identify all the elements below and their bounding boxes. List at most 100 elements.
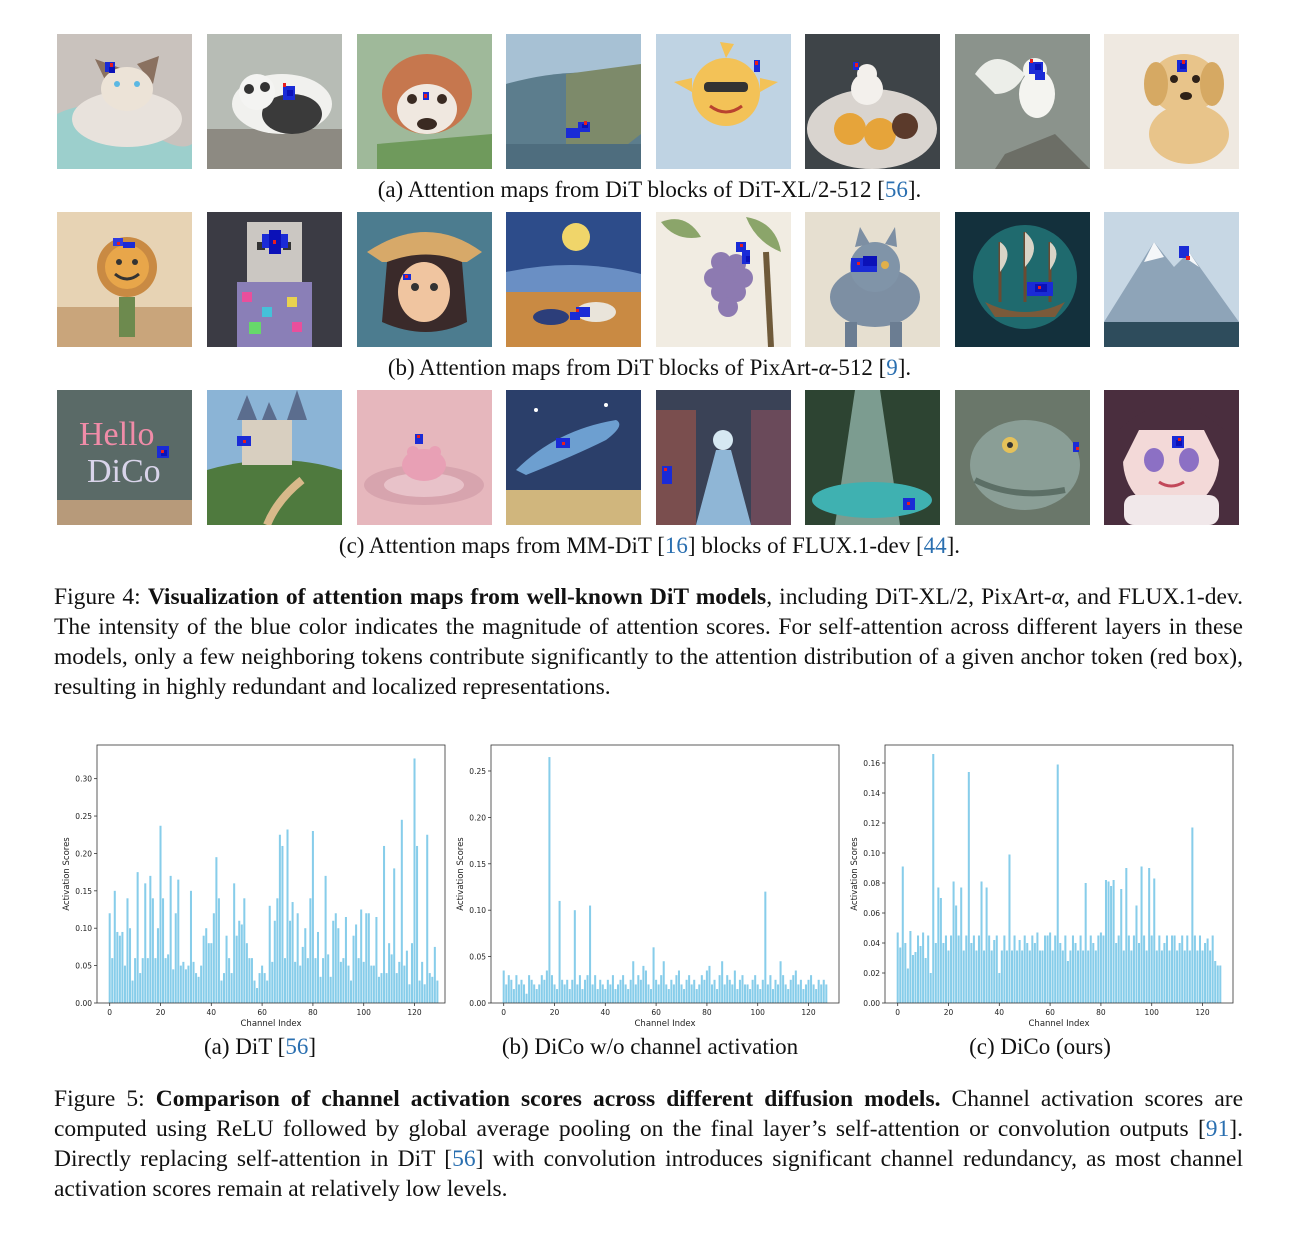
bar xyxy=(352,935,355,1003)
citation-link[interactable]: 56 xyxy=(452,1146,476,1172)
bar xyxy=(583,979,587,1003)
x-tick-label: 40 xyxy=(207,1008,217,1017)
bar xyxy=(344,917,347,1003)
bar xyxy=(1145,950,1148,1003)
citation-link[interactable]: 56 xyxy=(285,1034,309,1059)
bar xyxy=(1079,935,1082,1003)
neon-sign-text: Hello xyxy=(79,416,155,453)
bar xyxy=(383,845,386,1003)
bar xyxy=(1168,950,1171,1003)
bar xyxy=(395,973,398,1003)
bar xyxy=(365,913,368,1003)
bar xyxy=(901,866,904,1003)
attention-map-image xyxy=(207,212,342,347)
bar xyxy=(342,958,345,1003)
bar xyxy=(423,984,426,1003)
bar xyxy=(1077,950,1080,1003)
bar xyxy=(1033,943,1036,1003)
bar xyxy=(215,857,218,1003)
y-tick-label: 0.10 xyxy=(75,924,92,933)
citation-link[interactable]: 56 xyxy=(884,177,908,202)
bar xyxy=(1137,943,1141,1003)
bar xyxy=(609,984,612,1003)
x-tick-label: 120 xyxy=(1195,1008,1210,1017)
bar xyxy=(248,958,251,1003)
bar xyxy=(390,954,393,1003)
bar xyxy=(789,979,792,1003)
citation-link[interactable]: 16 xyxy=(664,533,688,558)
bar xyxy=(187,965,190,1003)
bar xyxy=(261,965,264,1003)
bar xyxy=(299,965,302,1003)
siamese-cat-image xyxy=(57,34,192,169)
bar xyxy=(1150,935,1153,1003)
bar xyxy=(960,887,963,1003)
citation-link[interactable]: 44 xyxy=(923,533,947,558)
bar xyxy=(210,943,213,1003)
bar xyxy=(777,984,780,1003)
subcaption-text: (b) Attention maps from DiT blocks of Pi… xyxy=(387,355,819,380)
attention-map-image xyxy=(506,34,641,169)
attention-map-image xyxy=(656,34,791,169)
bar xyxy=(1148,868,1151,1003)
bar xyxy=(235,935,238,1003)
bar xyxy=(1056,764,1059,1003)
bar xyxy=(525,993,528,1003)
bar xyxy=(144,883,147,1003)
bar xyxy=(784,984,787,1003)
bar xyxy=(932,754,935,1003)
bar xyxy=(977,935,981,1003)
bar xyxy=(116,931,119,1003)
bar xyxy=(436,980,439,1003)
bar xyxy=(217,898,220,1003)
bar xyxy=(184,969,187,1003)
bar xyxy=(205,928,208,1003)
bar xyxy=(975,950,978,1003)
bar xyxy=(1026,943,1029,1003)
bar xyxy=(746,984,749,1003)
y-tick-label: 0.30 xyxy=(75,775,92,784)
figure4-row-b xyxy=(57,212,1241,347)
figure4-caption: Figure 4: Visualization of attention map… xyxy=(54,582,1243,702)
bar xyxy=(512,989,515,1003)
bar xyxy=(716,989,719,1003)
figure4-row-c: Hello DiCo xyxy=(57,390,1241,525)
bar xyxy=(967,772,970,1003)
bar xyxy=(568,989,571,1003)
subcaption-text: ] xyxy=(308,1034,316,1059)
bar xyxy=(233,883,236,1003)
bar xyxy=(947,950,950,1003)
bar xyxy=(756,984,759,1003)
bar xyxy=(749,989,752,1003)
bar xyxy=(662,961,665,1003)
bar xyxy=(281,845,284,1003)
bar xyxy=(622,975,625,1003)
bar xyxy=(1214,961,1217,1003)
bar xyxy=(723,984,726,1003)
citation-link[interactable]: 91 xyxy=(1205,1116,1230,1142)
bar xyxy=(332,920,335,1003)
attention-map-image xyxy=(207,34,342,169)
bar xyxy=(136,872,139,1003)
bar-chart-svg: 0.00 0.02 0.04 0.06 0.08 0.10 0.12 0.14 0.16 0 20 4… xyxy=(850,744,1234,1029)
bar xyxy=(159,825,162,1003)
y-tick-label: 0.25 xyxy=(75,812,92,821)
bar xyxy=(1016,950,1019,1003)
bar xyxy=(1165,935,1168,1003)
bar xyxy=(650,989,653,1003)
citation-link[interactable]: 9 xyxy=(886,355,898,380)
bar xyxy=(1041,950,1044,1003)
bar xyxy=(952,881,955,1003)
bar xyxy=(421,961,424,1003)
bar xyxy=(169,875,172,1003)
bar xyxy=(683,989,686,1003)
attention-map-image xyxy=(656,390,791,525)
caption-body: Channel activation scores are computed u… xyxy=(54,1086,1244,1142)
x-tick-label: 80 xyxy=(1096,1008,1106,1017)
bar xyxy=(225,935,228,1003)
y-tick-label: 0.02 xyxy=(863,969,880,978)
x-tick-label: 40 xyxy=(995,1008,1005,1017)
bar xyxy=(1158,935,1161,1003)
bar xyxy=(273,920,276,1003)
bar xyxy=(616,984,620,1003)
